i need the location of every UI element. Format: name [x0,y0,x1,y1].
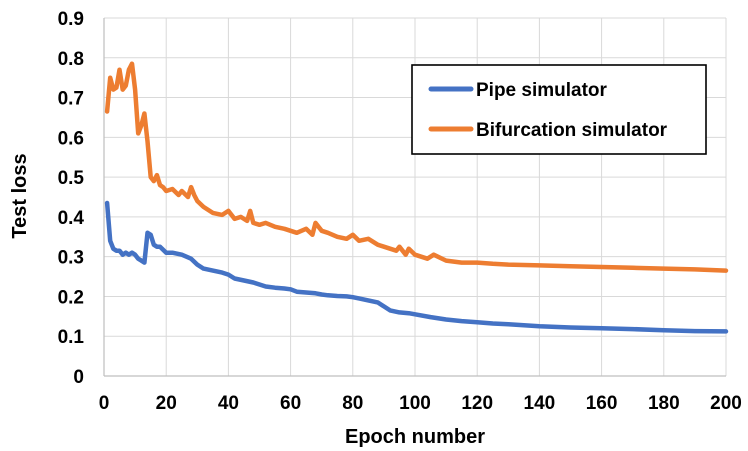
grid [104,17,727,377]
x-tick-label: 100 [399,393,431,414]
legend-label-pipe-simulator: Pipe simulator [476,80,608,101]
x-tick-label: 180 [648,393,680,414]
x-tick-label: 160 [586,393,618,414]
x-tick-label: 120 [461,393,493,414]
x-axis-title: Epoch number [345,426,485,448]
x-tick-label: 0 [99,393,110,414]
y-tick-label: 0.4 [58,208,85,229]
x-tick-label: 200 [710,393,742,414]
x-tick-label: 140 [524,393,556,414]
x-tick-label: 20 [156,393,177,414]
x-tick-label: 40 [218,393,239,414]
legend-label-bifurcation-simulator: Bifurcation simulator [476,120,668,141]
y-tick-label: 0.9 [58,9,84,30]
x-tick-labels: 0 20 40 60 80 100 120 140 160 180 200 [99,393,742,414]
y-tick-label: 0.7 [58,89,84,110]
series-line-pipe-simulator [104,200,729,334]
legend-box [411,64,707,155]
y-tick-label: 0.5 [58,168,85,189]
series-line-bifurcation-simulator [104,61,729,273]
x-tick-label: 80 [342,393,363,414]
legend: Pipe simulator Bifurcation simulator [411,64,707,155]
series-lines [104,61,729,334]
y-tick-label: 0.8 [58,49,84,70]
y-tick-label: 0.3 [58,248,84,269]
y-tick-label: 0.2 [58,287,84,308]
y-tick-label: 0 [73,367,84,388]
y-tick-label: 0.6 [58,128,84,149]
y-tick-label: 0.1 [58,327,85,348]
x-tick-label: 60 [280,393,301,414]
y-tick-labels: 0 0.1 0.2 0.3 0.4 0.5 0.6 0.7 0.8 0.9 [58,9,85,388]
y-axis-title: Test loss [9,153,31,238]
axes [103,18,726,377]
